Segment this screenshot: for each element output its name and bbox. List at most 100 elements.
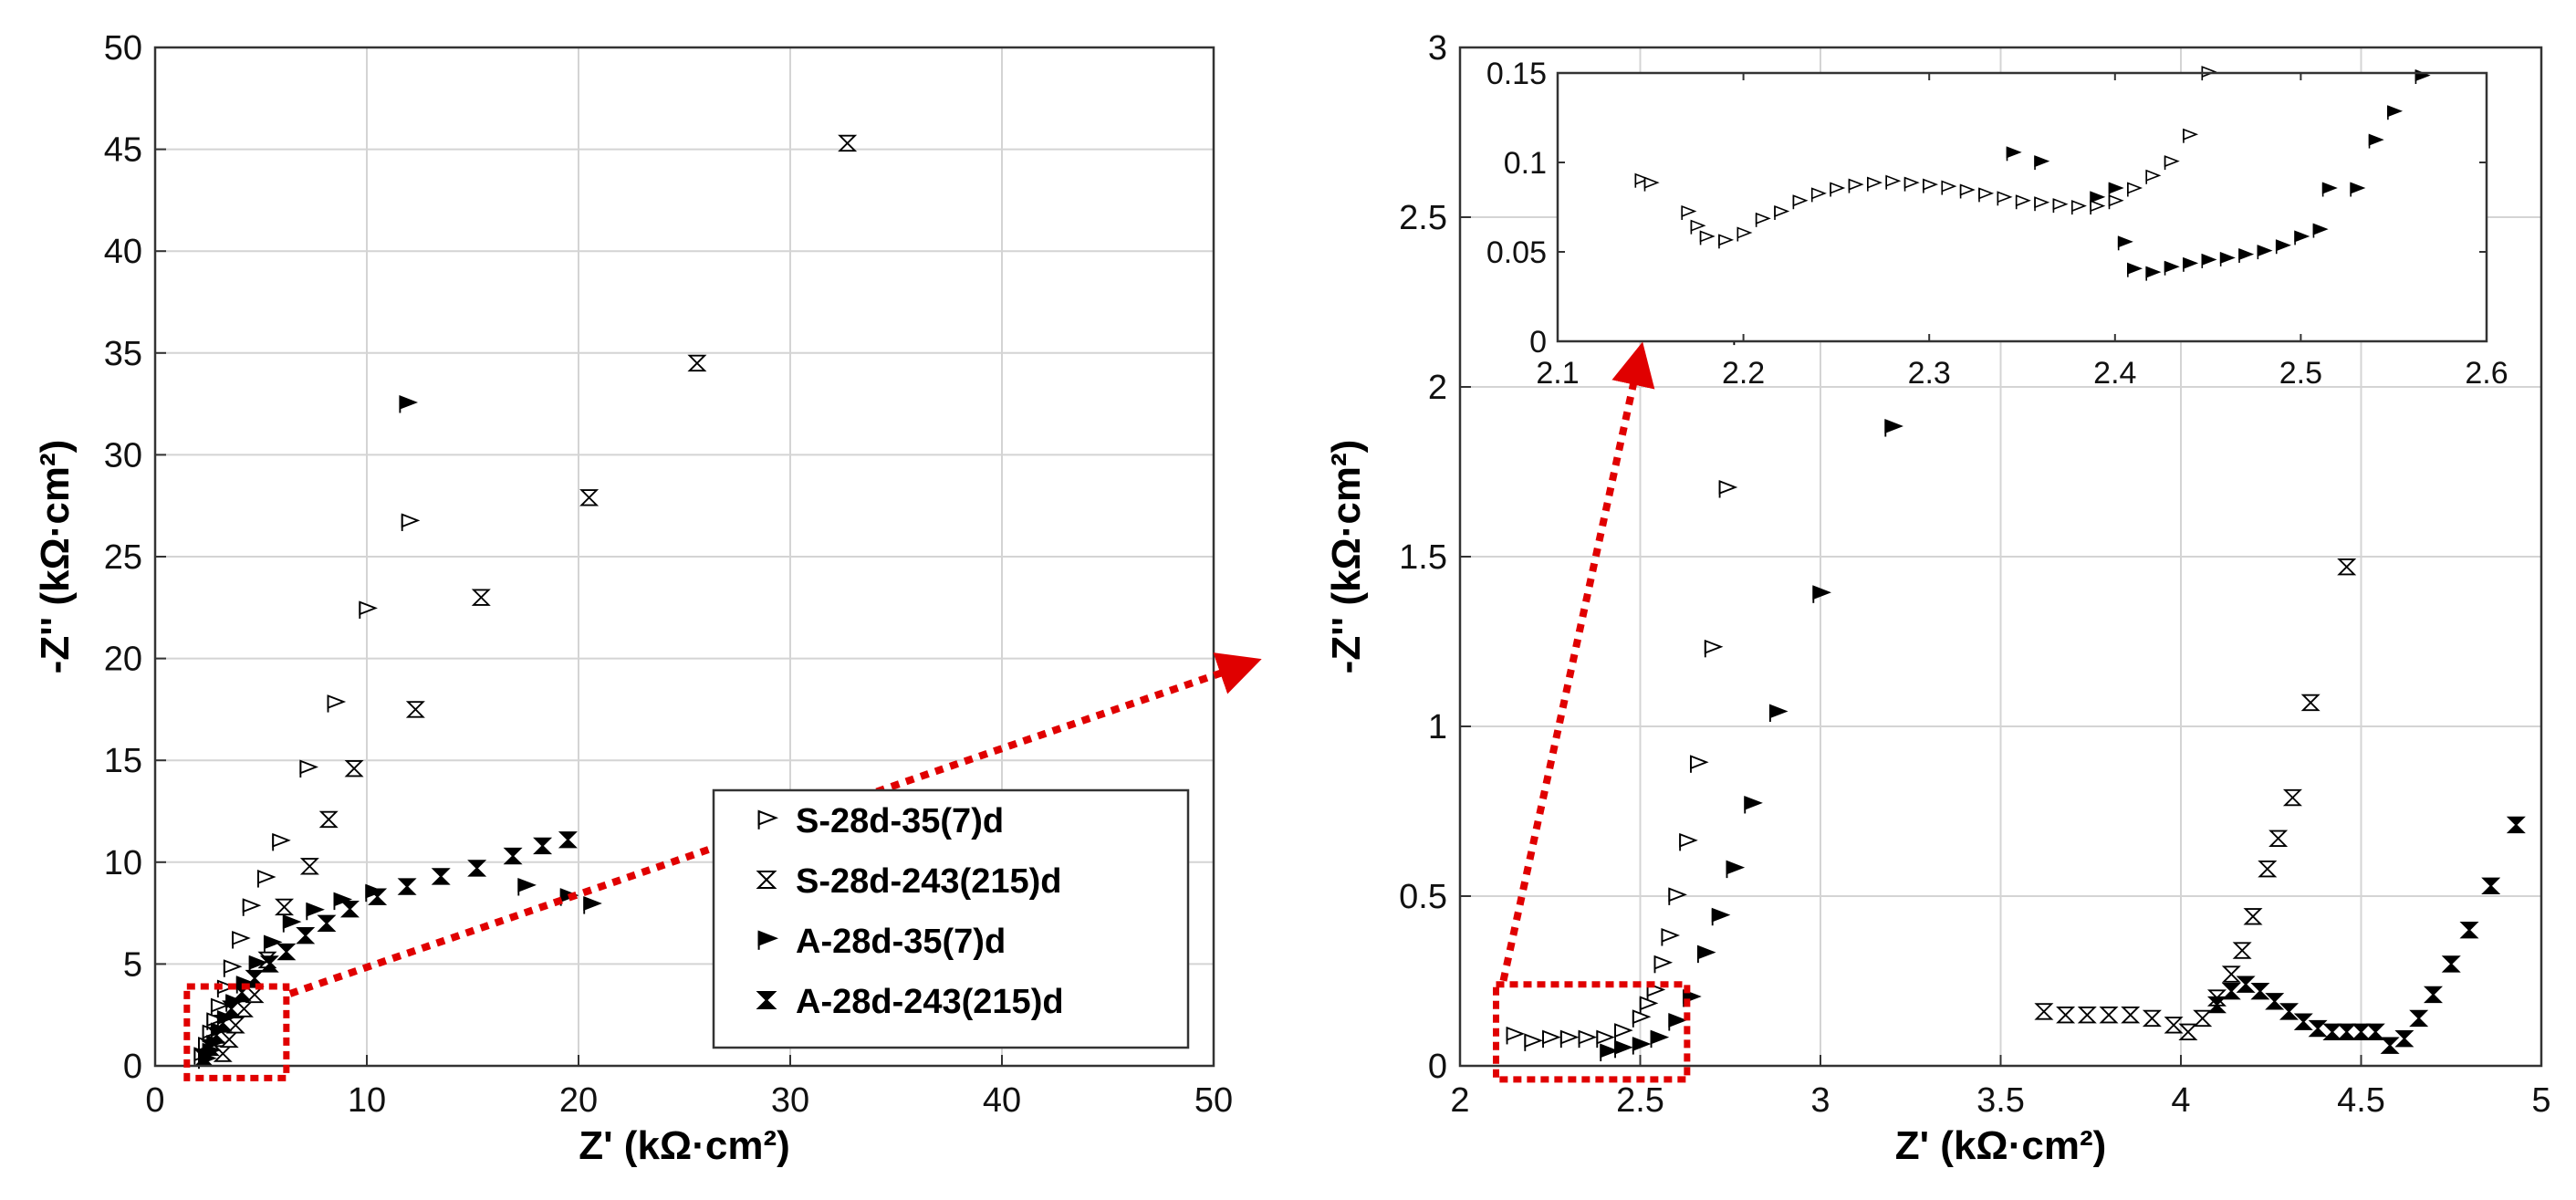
left-point-a-28d-35-7-d <box>399 394 419 413</box>
right-point-a-28d-35-7-d <box>1812 585 1831 603</box>
right-point-a-28d-35-7-d <box>1768 704 1789 723</box>
right-point-s-28d-35-7-d <box>1559 1029 1580 1049</box>
inset-point-s-28d-35-7-d <box>1736 226 1753 242</box>
right-point-a-28d-35-7-d <box>1696 944 1716 964</box>
left-point-s-28d-35-7-d <box>299 759 318 778</box>
left-xtick-label: 30 <box>771 1081 809 1120</box>
right-ytick-label: 0 <box>1428 1048 1447 1086</box>
left-point-a-28d-243-215-d <box>467 860 487 877</box>
right-point-s-28d-243-215-d <box>2193 1009 2213 1028</box>
right-xtick-label: 2 <box>1450 1081 1469 1120</box>
legend-label: A-28d-243(215)d <box>796 983 1064 1021</box>
left-ytick-label: 45 <box>104 131 142 170</box>
right-point-a-28d-243-215-d <box>2265 993 2285 1010</box>
left-point-s-28d-35-7-d <box>257 870 276 888</box>
inset-point-s-28d-35-7-d <box>2164 155 2180 171</box>
right-ytick-label: 1.5 <box>1399 538 1447 577</box>
right-xtick-label: 3.5 <box>1976 1081 2025 1120</box>
left-point-s-28d-35-7-d <box>232 931 251 949</box>
inset-point-s-28d-35-7-d <box>2034 196 2050 212</box>
left-point-s-28d-35-7-d <box>359 600 378 619</box>
inset-point-s-28d-35-7-d <box>1941 180 1957 195</box>
inset-point-a-28d-35-7-d <box>2034 155 2050 171</box>
right-point-a-28d-243-215-d <box>2441 955 2461 973</box>
right-point-s-28d-243-215-d <box>2243 908 2263 925</box>
inset-point-a-28d-35-7-d <box>2238 248 2255 264</box>
right-xtick-label: 4.5 <box>2337 1081 2385 1120</box>
inset-xtick-label: 2.2 <box>1722 356 1765 391</box>
left-point-a-28d-243-215-d <box>533 837 553 855</box>
inset-point-s-28d-35-7-d <box>1699 230 1716 245</box>
right-point-a-28d-35-7-d <box>1600 1043 1619 1062</box>
inset-point-a-28d-35-7-d <box>2294 230 2310 245</box>
right-point-s-28d-35-7-d <box>1632 1009 1652 1028</box>
left-point-a-28d-243-215-d <box>503 847 523 865</box>
right-series-group <box>1506 174 2526 1062</box>
left-x-axis-label: Z' (kΩ·cm²) <box>579 1123 790 1168</box>
left-ytick-label: 50 <box>104 29 142 68</box>
right-point-a-28d-243-215-d <box>2337 1023 2357 1040</box>
inset-point-s-28d-35-7-d <box>1903 176 1920 192</box>
right-xtick-label: 2.5 <box>1616 1081 1664 1120</box>
legend-marker-filled-hourglass <box>756 990 777 1010</box>
right-point-s-28d-243-215-d <box>2034 1003 2054 1020</box>
inset-point-a-28d-35-7-d <box>2275 239 2291 255</box>
inset-point-a-28d-35-7-d <box>2387 105 2404 120</box>
inset-point-a-28d-35-7-d <box>2108 182 2124 197</box>
right-point-a-28d-243-215-d <box>2459 922 2479 939</box>
legend-marker-open-hourglass <box>756 870 777 890</box>
zoom-arrow-to-inset <box>1499 341 1655 982</box>
right-point-s-28d-243-215-d <box>2282 788 2302 807</box>
left-point-a-28d-243-215-d <box>222 1000 242 1017</box>
left-chart: 0 10 20 30 40 50 0 5 10 15 20 25 30 35 40 45 50 Z' (kΩ·cm… <box>33 29 1233 1168</box>
right-point-s-28d-243-215-d <box>2077 1007 2097 1024</box>
right-point-s-28d-35-7-d <box>1668 887 1687 905</box>
left-xtick-label: 0 <box>145 1081 164 1120</box>
inset-frame <box>1556 71 2488 343</box>
right-point-a-28d-35-7-d <box>1884 419 1903 437</box>
right-point-s-28d-35-7-d <box>1614 1023 1633 1041</box>
left-frame <box>153 46 1215 1068</box>
right-point-s-28d-35-7-d <box>1578 1029 1598 1049</box>
left-point-s-28d-243-215-d <box>579 489 600 506</box>
right-point-s-28d-243-215-d <box>2099 1007 2119 1024</box>
inset-point-s-28d-35-7-d <box>2015 194 2031 210</box>
inset-point-a-28d-35-7-d <box>2257 245 2273 260</box>
left-point-s-28d-35-7-d <box>223 959 243 977</box>
left-point-a-28d-35-7-d <box>583 896 602 914</box>
inset-point-a-28d-35-7-d <box>2219 251 2236 266</box>
right-point-s-28d-35-7-d <box>1524 1033 1543 1051</box>
right-point-s-28d-35-7-d <box>1690 755 1709 773</box>
inset-point-s-28d-35-7-d <box>2052 198 2069 214</box>
inset-point-s-28d-35-7-d <box>1681 204 1697 220</box>
left-point-a-28d-243-215-d <box>339 900 360 918</box>
right-point-a-28d-35-7-d <box>1744 795 1763 814</box>
inset-ytick-label: 0.15 <box>1486 57 1547 91</box>
legend-item: A-28d-243(215)d <box>756 983 1064 1021</box>
right-frame <box>1458 46 2543 1068</box>
left-ytick-label: 30 <box>104 436 142 475</box>
right-point-a-28d-35-7-d <box>1632 1037 1652 1055</box>
right-point-s-28d-243-215-d <box>2221 965 2241 983</box>
left-point-a-28d-243-215-d <box>296 926 316 944</box>
left-point-a-28d-243-215-d <box>259 955 279 973</box>
right-xtick-label: 5 <box>2531 1081 2550 1120</box>
left-xtick-label: 50 <box>1194 1081 1233 1120</box>
inset-point-s-28d-35-7-d <box>2070 200 2087 215</box>
right-point-s-28d-35-7-d <box>1704 639 1724 658</box>
left-point-s-28d-243-215-d <box>225 1017 245 1034</box>
left-point-a-28d-243-215-d <box>276 943 297 961</box>
left-point-a-28d-35-7-d <box>306 902 325 921</box>
left-ytick-label: 15 <box>104 742 142 780</box>
right-point-s-28d-243-215-d <box>2178 1023 2198 1040</box>
right-point-s-28d-243-215-d <box>2056 1007 2076 1024</box>
left-ytick-label: 0 <box>123 1048 142 1086</box>
legend-marker-filled-flag <box>757 930 779 950</box>
inset-point-s-28d-35-7-d <box>1810 187 1827 203</box>
left-point-s-28d-243-215-d <box>838 134 858 152</box>
inset-point-s-28d-35-7-d <box>1690 219 1706 235</box>
left-ytick-label: 10 <box>104 844 142 882</box>
left-point-a-28d-243-215-d <box>431 868 451 885</box>
legend-box <box>712 788 1190 1049</box>
